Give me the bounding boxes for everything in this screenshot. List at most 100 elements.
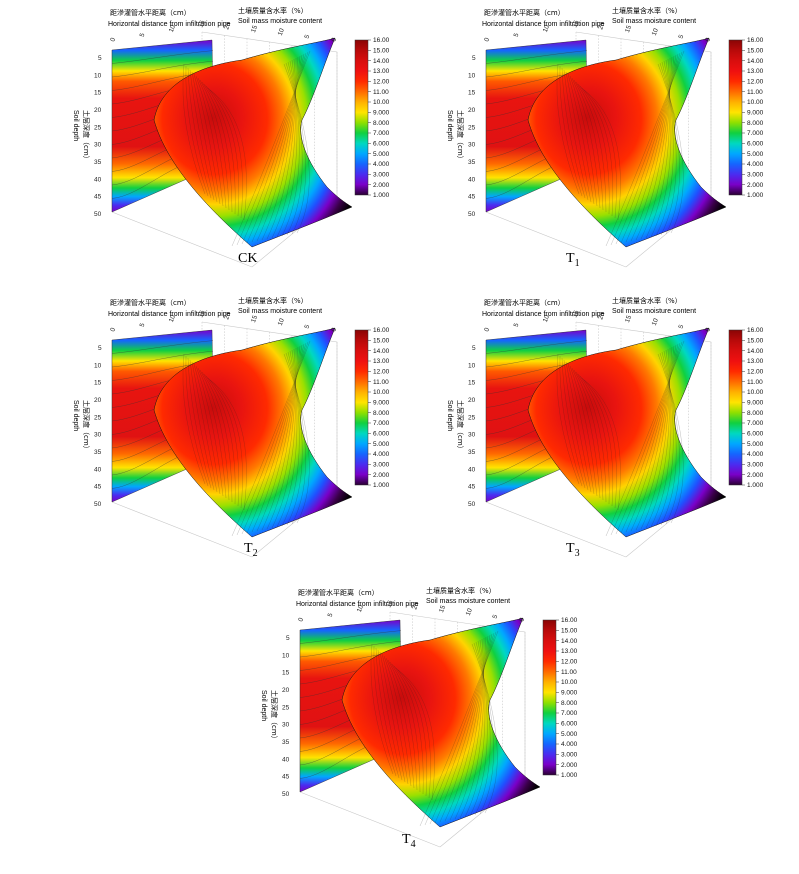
surface-moisture [527, 37, 727, 248]
caption-subscript: 2 [252, 547, 258, 559]
x-axis-title-en: Horizontal distance from infiltration pi… [482, 21, 605, 28]
y-tick-label: 5 [98, 345, 102, 352]
y-tick-label: 15 [468, 380, 476, 387]
colorbar-tick-label: 2.000 [373, 182, 390, 189]
colorbar-tick-label: 12.00 [747, 369, 764, 376]
y-tick-label: 5 [472, 55, 476, 62]
colorbar-tick-label: 8.000 [747, 410, 764, 417]
y-axis-title-cn: 土层深度（cm） [82, 400, 91, 453]
y-tick-label: 15 [468, 90, 476, 97]
y-tick-label: 40 [94, 466, 102, 473]
surface-moisture [153, 327, 353, 538]
z-axis-title-cn: 土壤质量含水率（%） [612, 296, 682, 305]
z-tick-label: 0 [330, 327, 338, 333]
colorbar-tick-label: 5.000 [747, 151, 764, 158]
z-tick-label: 10 [465, 607, 474, 617]
x-tick-label: 15 [571, 19, 580, 29]
colorbar-tick-label: 3.000 [561, 752, 578, 759]
y-tick-label: 30 [282, 722, 290, 729]
y-tick-label: 15 [282, 670, 290, 677]
colorbar-tick-label: 1.000 [747, 192, 764, 199]
x-axis-title-en: Horizontal distance from infiltration pi… [108, 311, 231, 318]
colorbar-tick-label: 13.00 [373, 68, 390, 75]
x-tick-label: 10 [542, 314, 551, 324]
colorbar-tick-label: 4.000 [747, 451, 764, 458]
z-tick-label: 0 [518, 617, 526, 623]
y-tick-label: 50 [94, 211, 102, 218]
colorbar-tick-label: 12.00 [747, 79, 764, 86]
colorbar-tick-label: 12.00 [373, 79, 390, 86]
y-axis-title-en: Soil depth [72, 400, 79, 431]
colorbar-tick-label: 13.00 [747, 358, 764, 365]
y-tick-label: 35 [468, 159, 476, 166]
y-tick-label: 45 [468, 484, 476, 491]
z-tick-label: 5 [678, 324, 686, 330]
z-tick-label: 10 [277, 27, 286, 37]
x-tick-label: 15 [197, 309, 206, 319]
z-tick-label: 0 [704, 327, 712, 333]
colorbar-tick-label: 10.00 [747, 99, 764, 106]
y-tick-label: 5 [286, 635, 290, 642]
colorbar-tick-label: 16.00 [373, 327, 390, 334]
z-tick-label: 5 [678, 34, 686, 40]
y-axis-title-en: Soil depth [446, 110, 453, 141]
colorbar-tick-label: 8.000 [373, 120, 390, 127]
y-tick-label: 15 [94, 90, 102, 97]
y-tick-label: 25 [468, 124, 476, 131]
colorbar-tick-label: 8.000 [561, 700, 578, 707]
y-tick-label: 40 [282, 756, 290, 763]
chart-panel-ck: 0 5 10 15 20 15 10 5 0 5 10 15 20 25 30 35 40 45 50 距滲灌管水平距… [52, 2, 447, 287]
y-axis-title-en: Soil depth [72, 110, 79, 141]
x-axis-title-cn: 距滲灌管水平距离（cm） [484, 298, 565, 307]
x-tick-label: 10 [542, 24, 551, 34]
y-tick-label: 45 [282, 774, 290, 781]
y-axis-title-cn: 土层深度（cm） [456, 110, 465, 163]
x-tick-label: 5 [513, 32, 521, 38]
colorbar [728, 329, 743, 486]
x-tick-label: 5 [327, 612, 335, 618]
colorbar-tick-label: 10.00 [747, 389, 764, 396]
colorbar-tick-label: 1.000 [373, 482, 390, 489]
y-axis-title-cn: 土层深度（cm） [270, 690, 279, 743]
z-axis-title-en: Soil mass moisture content [612, 18, 696, 25]
z-tick-label: 15 [438, 604, 447, 614]
y-tick-label: 40 [94, 176, 102, 183]
colorbar-tick-label: 13.00 [373, 358, 390, 365]
panel-caption: T1 [566, 251, 580, 269]
colorbar-tick-label: 12.00 [561, 659, 578, 666]
surface-contours [182, 340, 311, 537]
caption-main: CK [238, 251, 258, 266]
colorbar-tick-label: 3.000 [747, 172, 764, 179]
y-tick-label: 20 [468, 397, 476, 404]
colorbar-tick-label: 13.00 [561, 648, 578, 655]
caption-main: T [566, 541, 575, 556]
colorbar-tick-label: 9.000 [373, 400, 390, 407]
colorbar-tick-label: 16.00 [561, 617, 578, 624]
colorbar-tick-label: 14.00 [561, 638, 578, 645]
colorbar-tick-label: 1.000 [747, 482, 764, 489]
z-tick-label: 15 [250, 24, 259, 34]
colorbar-tick-label: 4.000 [373, 161, 390, 168]
surface-moisture [527, 327, 727, 538]
colorbar-tick-label: 9.000 [747, 400, 764, 407]
x-tick-label: 15 [385, 599, 394, 609]
y-tick-label: 25 [282, 704, 290, 711]
x-axis-title-en: Horizontal distance from infiltration pi… [296, 601, 419, 608]
colorbar-tick-label: 15.00 [373, 338, 390, 345]
z-axis-title-cn: 土壤质量含水率（%） [238, 296, 308, 305]
colorbar-tick-label: 6.000 [373, 141, 390, 148]
z-axis-title-en: Soil mass moisture content [238, 308, 322, 315]
colorbar [542, 619, 557, 776]
colorbar-tick-label: 14.00 [373, 58, 390, 65]
colorbar-tick-label: 2.000 [373, 472, 390, 479]
x-tick-label: 0 [483, 37, 491, 43]
colorbar-tick-label: 2.000 [561, 762, 578, 769]
colorbar-tick-label: 8.000 [747, 120, 764, 127]
y-axis-title-en: Soil depth [260, 690, 267, 721]
y-tick-label: 35 [94, 449, 102, 456]
z-axis-title-cn: 土壤质量含水率（%） [426, 586, 496, 595]
surface-contours [370, 630, 499, 827]
y-tick-label: 10 [94, 72, 102, 79]
